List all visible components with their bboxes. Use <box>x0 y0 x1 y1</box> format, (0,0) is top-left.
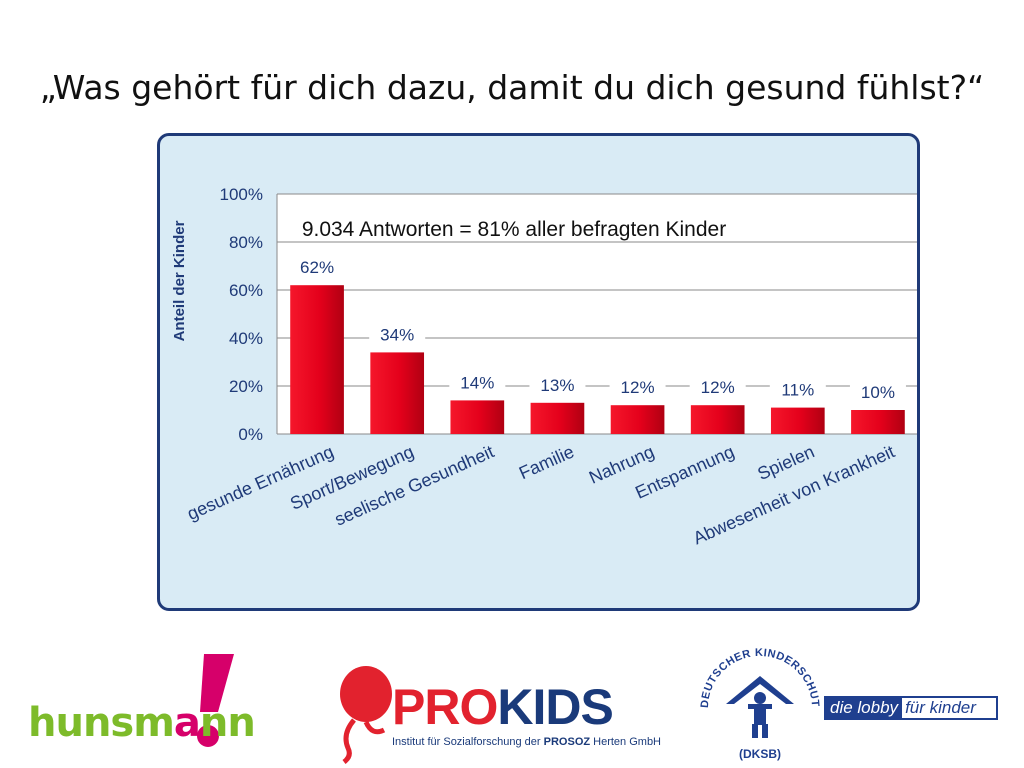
hunsmann-text-b: a <box>173 700 201 746</box>
y-tick-label: 60% <box>229 281 263 300</box>
prokids-logo: PROKIDS Institut für Sozialforschung der… <box>332 640 661 764</box>
bar <box>530 402 585 434</box>
value-label: 12% <box>689 377 746 400</box>
bar <box>770 407 825 434</box>
x-category-label: Familie <box>516 441 577 483</box>
bar <box>610 405 665 434</box>
slide-title: „Was gehört für dich dazu, damit du dich… <box>39 68 985 107</box>
svg-text:12%: 12% <box>621 378 655 397</box>
svg-text:14%: 14% <box>460 373 494 392</box>
dksb-tagline: die lobby für kinder <box>824 696 998 720</box>
value-label: 62% <box>289 257 346 280</box>
exclamation-mark-icon <box>197 654 234 747</box>
value-label: 11% <box>769 379 826 402</box>
svg-text:34%: 34% <box>380 325 414 344</box>
y-tick-label: 0% <box>238 425 263 444</box>
value-label: 12% <box>609 377 666 400</box>
bar-chart: 0% 20% 40% 60% 80% 100% 62% 34% 14% 13% 12% 12% 11%… <box>171 185 918 548</box>
dksb-logo: DEUTSCHER KINDERSCHUTZBUND E.V. (DKSB) d… <box>694 640 1004 768</box>
prokids-subtitle-a: Institut für Sozialforschung der <box>392 736 544 748</box>
prokids-pro: PRO <box>392 679 498 735</box>
value-label: 14% <box>449 372 506 395</box>
house-child-icon <box>726 676 794 738</box>
svg-text:62%: 62% <box>300 258 334 277</box>
y-axis-label: Anteil der Kinder <box>171 220 188 341</box>
hunsmann-text-c: nn <box>199 700 256 746</box>
bar <box>851 410 905 434</box>
bar <box>450 400 505 434</box>
dksb-tagline-b: für kinder <box>905 698 976 717</box>
svg-text:13%: 13% <box>540 376 574 395</box>
prokids-subtitle-c: Herten GmbH <box>590 736 662 748</box>
dksb-tagline-a: die lobby <box>826 698 903 718</box>
y-tick-label: 20% <box>229 377 263 396</box>
value-label: 10% <box>849 382 906 404</box>
prokids-kids: KIDS <box>497 679 613 735</box>
chart-annotation: 9.034 Antworten = 81% aller befragten Ki… <box>302 218 726 241</box>
prokids-subtitle-b: PROSOZ <box>543 736 591 748</box>
hunsmann-logo: hunsmann <box>28 640 268 760</box>
svg-text:12%: 12% <box>701 378 735 397</box>
y-tick-label: 100% <box>220 185 263 204</box>
dksb-emblem: DEUTSCHER KINDERSCHUTZBUND E.V. (DKSB) <box>694 640 821 761</box>
hunsmann-text-a: hunsm <box>28 700 175 746</box>
chart-panel: 0% 20% 40% 60% 80% 100% 62% 34% 14% 13% 12% 12% 11%… <box>157 133 920 611</box>
value-label: 13% <box>529 374 586 397</box>
balloon-icon <box>340 666 392 764</box>
dksb-abbrev: (DKSB) <box>739 747 781 761</box>
logo-row: hunsmann PROKIDS Institut für Sozialfors… <box>0 640 1024 768</box>
bar <box>290 285 344 434</box>
value-label: 34% <box>369 324 426 347</box>
svg-text:10%: 10% <box>861 383 895 402</box>
y-tick-label: 40% <box>229 329 263 348</box>
bar <box>370 352 425 434</box>
y-tick-label: 80% <box>229 233 263 252</box>
svg-text:11%: 11% <box>781 381 814 400</box>
bar <box>690 405 745 434</box>
